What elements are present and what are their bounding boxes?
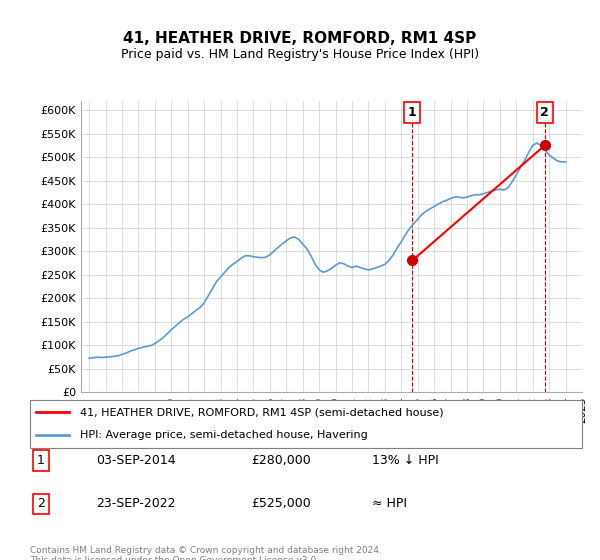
Text: 2: 2 — [37, 497, 45, 510]
Text: Price paid vs. HM Land Registry's House Price Index (HPI): Price paid vs. HM Land Registry's House … — [121, 48, 479, 60]
Text: 41, HEATHER DRIVE, ROMFORD, RM1 4SP (semi-detached house): 41, HEATHER DRIVE, ROMFORD, RM1 4SP (sem… — [80, 407, 443, 417]
Text: 23-SEP-2022: 23-SEP-2022 — [96, 497, 176, 510]
Text: 13% ↓ HPI: 13% ↓ HPI — [372, 454, 439, 467]
Text: £525,000: £525,000 — [251, 497, 311, 510]
Text: 1: 1 — [37, 454, 45, 467]
Text: 03-SEP-2014: 03-SEP-2014 — [96, 454, 176, 467]
Text: Contains HM Land Registry data © Crown copyright and database right 2024.
This d: Contains HM Land Registry data © Crown c… — [30, 546, 382, 560]
Text: 1: 1 — [408, 106, 416, 119]
Text: 2: 2 — [541, 106, 549, 119]
FancyBboxPatch shape — [30, 400, 582, 448]
Text: ≈ HPI: ≈ HPI — [372, 497, 407, 510]
Text: 41, HEATHER DRIVE, ROMFORD, RM1 4SP: 41, HEATHER DRIVE, ROMFORD, RM1 4SP — [124, 31, 476, 46]
Text: £280,000: £280,000 — [251, 454, 311, 467]
Text: HPI: Average price, semi-detached house, Havering: HPI: Average price, semi-detached house,… — [80, 430, 367, 440]
